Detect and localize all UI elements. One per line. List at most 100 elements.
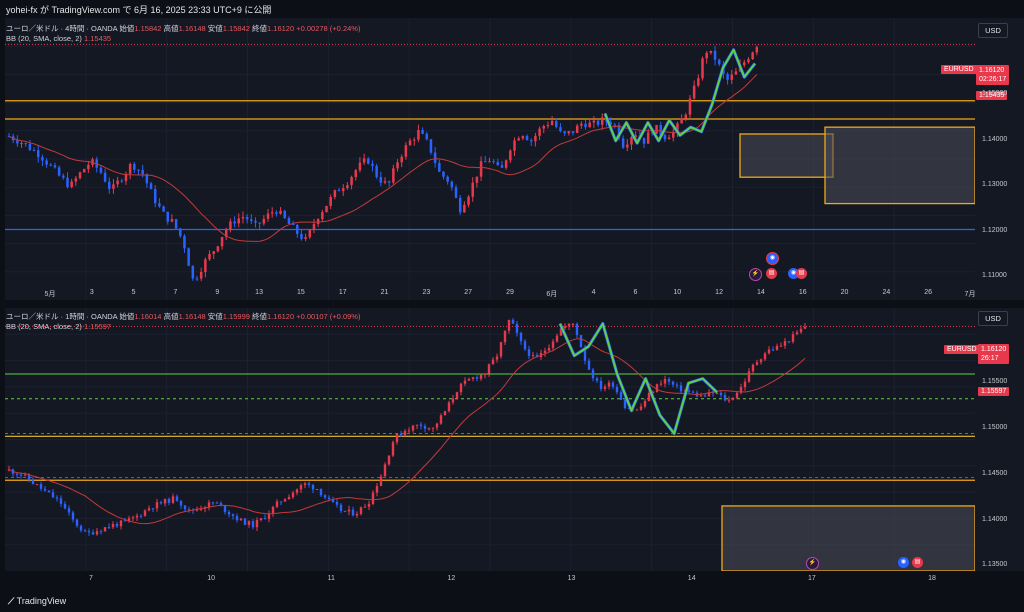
chart-pane-4h[interactable] [5, 18, 975, 300]
candle-body [713, 50, 717, 60]
candle-body [254, 220, 257, 223]
candle-body [195, 278, 199, 280]
candle-body [688, 98, 692, 115]
candle-body [245, 216, 249, 220]
candle-body [124, 173, 128, 181]
candle-body [300, 233, 303, 239]
pane1-symbol: ユーロ／米ドル · 4時間 · OANDA [6, 24, 118, 33]
candle-body [759, 359, 763, 363]
candle-body [83, 530, 87, 532]
event-us-flag-icon[interactable]: ▤ [766, 268, 777, 279]
candle-body [546, 125, 550, 127]
candle-body [630, 136, 633, 145]
chart-pane-1h[interactable] [5, 308, 975, 571]
candle-body [684, 114, 688, 119]
pane1-symbol-tag: EURUSD [941, 65, 977, 74]
candle-body [747, 371, 751, 382]
candle-body [619, 392, 623, 400]
candle-body [587, 360, 591, 370]
candle-body [167, 498, 171, 503]
candle-body [166, 211, 170, 222]
x-tick-label: 17 [338, 289, 347, 296]
candle-body [423, 426, 427, 429]
x-tick-label: 3 [89, 289, 94, 296]
x-tick-label: 12 [715, 289, 723, 296]
candle-body [515, 323, 519, 333]
candle-body [671, 381, 675, 385]
event-lightning-icon-3[interactable]: ⚡ [806, 557, 819, 570]
candle-body [407, 430, 411, 432]
candle-body [258, 222, 261, 224]
candle-body [663, 135, 667, 140]
pane1-countdown: 02:26:17 [979, 76, 1007, 83]
candle-body [283, 499, 287, 502]
pane2-currency-button[interactable]: USD [978, 311, 1008, 326]
tradingview-logo[interactable]: ⟋ TradingView [8, 596, 67, 606]
candle-body [343, 510, 347, 512]
pane1-currency-button[interactable]: USD [978, 23, 1008, 38]
pane-separator[interactable] [0, 300, 1024, 308]
event-globe-icon[interactable]: ◉ [766, 252, 779, 265]
pane1-open: 1.15842 [134, 24, 162, 33]
candle-body [687, 390, 691, 392]
candle-body [308, 229, 312, 238]
candle-body [538, 128, 541, 136]
price-axis-4h[interactable] [975, 18, 1024, 300]
pane2-low: 1.15999 [222, 312, 250, 321]
candle-body [730, 74, 734, 80]
candle-body [463, 204, 466, 213]
candle-body [511, 319, 515, 324]
candle-body [771, 349, 775, 351]
candle-body [70, 181, 73, 188]
x-tick-label: 5月 [44, 291, 56, 298]
candle-body [331, 499, 335, 503]
candle-body [347, 509, 351, 512]
candle-body [229, 221, 232, 230]
candle-body [571, 323, 575, 325]
candle-body [417, 130, 420, 140]
candle-body [421, 130, 424, 134]
x-tick-label: 10 [207, 575, 216, 582]
candle-body [325, 205, 328, 213]
x-tick-label: 27 [464, 289, 473, 296]
candle-body [375, 486, 379, 493]
candle-body [303, 483, 307, 486]
candle-body [699, 395, 703, 397]
candle-body [655, 125, 658, 134]
candle-body [617, 124, 621, 139]
pane1-close: 1.16120 [267, 24, 295, 33]
candle-body [611, 382, 615, 387]
y-tick-label: 1.13500 [982, 561, 1008, 569]
candle-body [495, 356, 499, 360]
candle-body [175, 496, 179, 501]
candle-body [251, 521, 255, 528]
event-lightning-icon[interactable]: ⚡ [749, 268, 762, 281]
candle-body [19, 474, 23, 476]
event-globe-icon-2[interactable]: ◉ [788, 268, 799, 279]
candle-body [237, 218, 241, 224]
x-tick-label: 12 [447, 575, 456, 582]
x-tick-label: 7 [89, 575, 93, 582]
candle-body [133, 163, 136, 170]
candle-body [513, 140, 516, 151]
candle-body [119, 520, 123, 527]
candle-body [755, 362, 759, 365]
candle-body [391, 442, 395, 456]
pane2-bb-tag: 1.15597 [978, 387, 1010, 396]
candle-body [458, 197, 462, 213]
candle-body [53, 165, 57, 168]
event-us-flag-icon-3[interactable]: ▤ [912, 557, 923, 568]
candle-body [151, 508, 155, 510]
candle-body [529, 140, 533, 142]
candle-body [15, 473, 19, 475]
candle-body [187, 248, 190, 266]
candle-body [63, 503, 67, 509]
event-us-flag-icon-2[interactable]: ▤ [796, 268, 807, 279]
candle-body [39, 484, 43, 489]
event-globe-icon-3[interactable]: ◉ [898, 557, 909, 568]
candle-body [350, 176, 353, 186]
candle-body [429, 139, 433, 153]
candle-body [392, 168, 395, 183]
candle-body [267, 513, 271, 520]
candle-body [250, 219, 253, 221]
